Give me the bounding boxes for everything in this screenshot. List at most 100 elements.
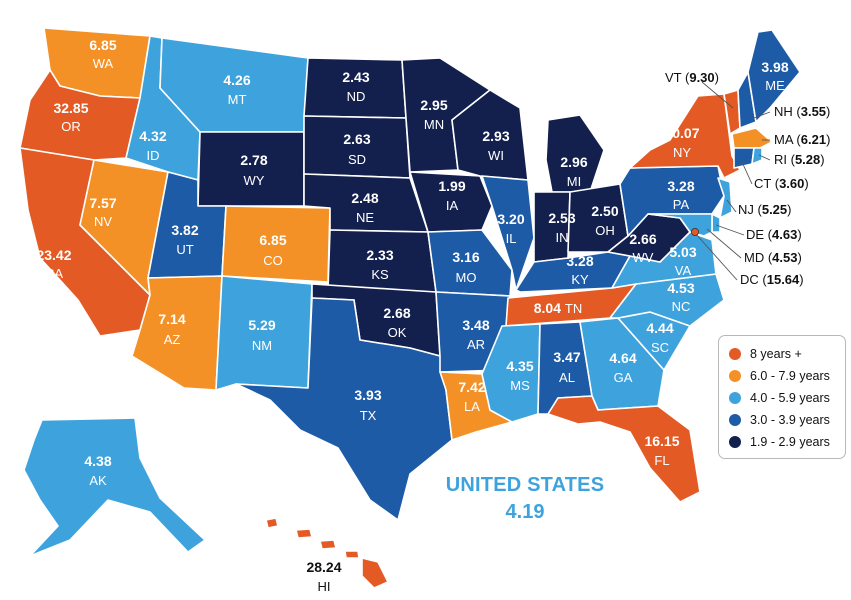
label-al-value: 3.47: [553, 349, 580, 365]
callout-nh: NH (3.55): [774, 104, 830, 119]
label-wy-abbr: WY: [244, 173, 265, 188]
label-mo-value: 3.16: [452, 249, 479, 265]
label-ms-value: 4.35: [506, 358, 533, 374]
state-nm[interactable]: [215, 275, 313, 391]
legend-label: 1.9 - 2.9 years: [750, 435, 830, 449]
label-ne-abbr: NE: [356, 210, 374, 225]
label-id-abbr: ID: [147, 148, 160, 163]
legend-label: 6.0 - 7.9 years: [750, 369, 830, 383]
label-sc-abbr: SC: [651, 340, 669, 355]
label-id-value: 4.32: [139, 128, 166, 144]
label-wi-value: 2.93: [482, 128, 509, 144]
label-sc-value: 4.44: [646, 320, 673, 336]
label-in-value: 2.53: [548, 210, 575, 226]
label-wa-value: 6.85: [89, 37, 116, 53]
state-fl[interactable]: [547, 395, 701, 503]
legend-label: 4.0 - 5.9 years: [750, 391, 830, 405]
state-wy[interactable]: [197, 131, 305, 207]
state-me[interactable]: [747, 29, 801, 123]
label-nc-value: 4.53: [667, 280, 694, 296]
label-sd-abbr: SD: [348, 152, 366, 167]
label-mn-value: 2.95: [420, 97, 447, 113]
callout-ri: RI (5.28): [774, 152, 825, 167]
label-hi-value: 28.24: [306, 559, 341, 575]
label-ia-abbr: IA: [446, 198, 459, 213]
label-ar-value: 3.48: [462, 317, 489, 333]
label-tx-abbr: TX: [360, 408, 377, 423]
legend-label: 8 years +: [750, 347, 802, 361]
label-tn-value: 8.04 TN: [534, 300, 582, 316]
label-nm-value: 5.29: [248, 317, 275, 333]
label-tx-value: 3.93: [354, 387, 381, 403]
label-ga-value: 4.64: [609, 350, 636, 366]
label-ok-abbr: OK: [388, 325, 407, 340]
legend-swatch: [729, 370, 741, 382]
label-wi-abbr: WI: [488, 148, 504, 163]
label-ny-abbr: NY: [673, 145, 691, 160]
label-nm-abbr: NM: [252, 338, 272, 353]
label-mt-value: 4.26: [223, 72, 250, 88]
dc-marker[interactable]: [691, 227, 700, 236]
state-nd[interactable]: [303, 57, 407, 119]
label-il-abbr: IL: [506, 231, 517, 246]
label-mo-abbr: MO: [456, 270, 477, 285]
label-mt-abbr: MT: [228, 92, 247, 107]
national-value: 4.19: [505, 501, 545, 523]
label-oh-abbr: OH: [595, 223, 615, 238]
label-wy-value: 2.78: [240, 152, 267, 168]
label-az-abbr: AZ: [164, 332, 181, 347]
label-ks-abbr: KS: [371, 267, 389, 282]
label-co-abbr: CO: [263, 253, 283, 268]
callout-lines: [694, 81, 771, 281]
callout-nj: NJ (5.25): [738, 202, 792, 217]
state-ri[interactable]: [751, 147, 763, 165]
state-de[interactable]: [711, 213, 721, 233]
label-or-value: 32.85: [53, 100, 88, 116]
label-ga-abbr: GA: [614, 370, 633, 385]
state-nj[interactable]: [717, 177, 733, 219]
callout-vt: VT (9.30): [665, 70, 719, 85]
label-nv-abbr: NV: [94, 214, 112, 229]
label-ms-abbr: MS: [510, 378, 530, 393]
label-wa-abbr: WA: [93, 56, 114, 71]
label-hi-abbr: HI: [318, 579, 331, 594]
legend-swatch: [729, 392, 741, 404]
label-ut-value: 3.82: [171, 222, 198, 238]
label-oh-value: 2.50: [591, 203, 618, 219]
legend-swatch: [729, 436, 741, 448]
national-label: UNITED STATES: [445, 474, 605, 496]
label-ky-abbr: KY: [571, 272, 589, 287]
callout-ma: MA (6.21): [774, 132, 830, 147]
label-ca-value: 23.42: [36, 247, 71, 263]
legend-label: 3.0 - 3.9 years: [750, 413, 830, 427]
state-in[interactable]: [533, 191, 571, 263]
state-hi[interactable]: [265, 517, 389, 589]
label-in-abbr: IN: [556, 230, 569, 245]
label-la-abbr: LA: [464, 399, 480, 414]
label-ia-value: 1.99: [438, 178, 465, 194]
state-ia[interactable]: [409, 171, 493, 233]
label-al-abbr: AL: [559, 370, 575, 385]
legend-item: 4.0 - 5.9 years: [729, 387, 845, 409]
state-sd[interactable]: [303, 115, 411, 179]
label-fl-abbr: FL: [654, 453, 669, 468]
legend-swatch: [729, 414, 741, 426]
label-ut-abbr: UT: [176, 242, 193, 257]
state-ct[interactable]: [733, 147, 755, 169]
label-nc-abbr: NC: [672, 299, 691, 314]
label-il-value: 3.20: [497, 211, 524, 227]
label-va-abbr: VA: [675, 263, 692, 278]
state-ak[interactable]: [23, 417, 206, 557]
label-az-value: 7.14: [158, 311, 185, 327]
callout-md: MD (4.53): [744, 250, 802, 265]
state-mo[interactable]: [427, 229, 513, 297]
state-ma[interactable]: [731, 127, 773, 149]
state-tx[interactable]: [235, 297, 453, 521]
label-me-value: 3.98: [761, 59, 788, 75]
label-mi-value: 2.96: [560, 154, 587, 170]
legend-item: 1.9 - 2.9 years: [729, 431, 845, 453]
label-ok-value: 2.68: [383, 305, 410, 321]
callout-dc: DC (15.64): [740, 272, 804, 287]
label-nv-value: 7.57: [89, 195, 116, 211]
